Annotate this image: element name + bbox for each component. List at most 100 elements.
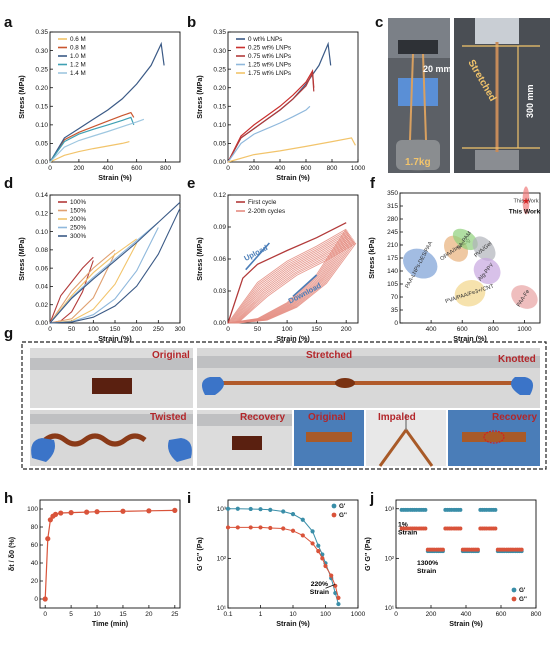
- x-axis-label-i: Strain (%): [276, 619, 310, 628]
- y-tick-label-b-3: 0.15: [213, 103, 226, 110]
- y-tick-label-h-5: 100: [27, 506, 38, 513]
- g-original-label: Original: [152, 350, 190, 361]
- y-tick-label-h-0: 0: [34, 596, 38, 603]
- y-tick-label-a-0: 0.00: [35, 159, 48, 166]
- x-tick-label-h-2: 10: [93, 611, 101, 618]
- x-tick-label-e-3: 150: [311, 326, 322, 333]
- x-axis-label-f: Strain (%): [453, 334, 487, 343]
- step-point-0-10-3: [493, 507, 498, 512]
- x-axis-label-e: Strain (%): [276, 334, 310, 343]
- photo-c-right: Stretched 300 mm: [454, 18, 550, 173]
- annotation-j-1-l2: Strain: [398, 530, 417, 537]
- y-axis-label-a: Stress (MPa): [17, 75, 26, 119]
- material-region-6: [511, 285, 538, 309]
- series-line-b-2: [227, 70, 315, 163]
- y-tick-label-d-6: 0.12: [35, 210, 48, 217]
- this-work-star: ★: [522, 196, 530, 206]
- annotation-i-l1: 220%: [311, 581, 328, 588]
- material-region-4: [473, 257, 501, 285]
- y-tick-label-e-4: 0.12: [213, 192, 226, 199]
- chart-e: 0 50 100 150 200 0.00 0.03 0.06 0.09 0.12 Strain (…: [195, 192, 359, 343]
- chart-h: 0 5 10 15 20 25 0 20 40 60 80 100 Time (min) δt / δ0 …: [7, 499, 181, 628]
- y-tick-label-d-1: 0.02: [35, 302, 48, 309]
- x-tick-label-i-1: 1: [259, 611, 263, 618]
- x-tick-label-e-2: 100: [282, 326, 293, 333]
- series-line-b-1: [227, 69, 315, 163]
- y-axis-label-b: Stress (MPa): [195, 75, 204, 119]
- g-stretched-label: Stretched: [306, 350, 352, 361]
- x-tick-label-a-2: 400: [102, 165, 113, 172]
- panel-label-a: a: [4, 14, 13, 31]
- modulus-point-0-4: [268, 507, 273, 512]
- cycle-2: [229, 231, 349, 324]
- y-tick-label-f-3: 105: [387, 281, 398, 288]
- series-load-2: [49, 238, 138, 324]
- x-tick-label-f-2: 800: [488, 326, 499, 333]
- panel-label-f: f: [370, 175, 376, 192]
- y-tick-label-e-2: 0.06: [213, 256, 226, 263]
- g-knotted-label: Knotted: [498, 354, 536, 365]
- legend-marker-i-0: [331, 503, 337, 509]
- x-tick-label-a-0: 0: [48, 165, 52, 172]
- cycle-1: [228, 230, 348, 324]
- modulus-point-1-11: [323, 563, 328, 569]
- y-tick-label-h-2: 40: [31, 560, 39, 567]
- y-tick-label-f-0: 0: [394, 320, 398, 327]
- y-tick-label-b-6: 0.30: [213, 48, 226, 55]
- series-unload-2: [49, 242, 138, 324]
- series-load-1: [49, 249, 116, 324]
- x-tick-label-f-3: 1000: [517, 326, 532, 333]
- x-tick-label-j-1: 200: [426, 611, 437, 618]
- legend-label-b-2: 0.75 wt% LNPs: [248, 53, 291, 60]
- y-tick-label-d-5: 0.10: [35, 229, 48, 236]
- series-line-a-2: [49, 41, 165, 163]
- y-tick-label-j-0: 10¹: [385, 605, 395, 612]
- y-tick-label-d-2: 0.04: [35, 284, 48, 291]
- x-axis-label-b: Strain (%): [276, 173, 310, 182]
- y-tick-label-h-1: 20: [31, 578, 39, 585]
- y-tick-label-f-6: 210: [387, 242, 398, 249]
- recovery-point-4: [52, 511, 59, 517]
- y-tick-label-d-7: 0.14: [35, 192, 48, 199]
- x-tick-label-a-3: 600: [131, 165, 142, 172]
- y-tick-label-h-4: 80: [31, 524, 39, 531]
- y-tick-label-a-1: 0.05: [35, 141, 48, 148]
- x-tick-label-e-1: 50: [254, 326, 262, 333]
- g-recovery2-label: Recovery: [492, 412, 537, 423]
- x-tick-label-d-5: 250: [153, 326, 164, 333]
- modulus-point-0-5: [281, 509, 286, 514]
- weight-label: 1.7kg: [405, 157, 431, 168]
- y-tick-label-f-4: 140: [387, 268, 398, 275]
- y-tick-label-d-3: 0.06: [35, 265, 48, 272]
- panel-label-b: b: [187, 14, 196, 31]
- g-impaled-label: Impaled: [378, 412, 416, 423]
- modulus-point-0-7: [300, 517, 305, 522]
- y-tick-label-a-5: 0.25: [35, 66, 48, 73]
- series-line-a-3: [49, 116, 135, 163]
- material-region-7: [522, 186, 530, 215]
- legend-marker-j-1: [511, 596, 517, 602]
- legend-label-a-2: 1.0 M: [70, 53, 86, 60]
- y-tick-label-i-0: 10¹: [217, 605, 227, 612]
- legend-label-e-0: First cycle: [248, 199, 277, 206]
- y-tick-label-j-2: 10³: [385, 506, 395, 513]
- y-tick-label-i-1: 10²: [217, 556, 227, 563]
- dim-side-label: 300 mm: [525, 84, 535, 118]
- plot-frame-a: [49, 31, 181, 163]
- modulus-point-0-3: [258, 507, 263, 512]
- material-region-0: [403, 248, 438, 279]
- recovery-point-8: [94, 509, 100, 515]
- legend-label-b-3: 1.25 wt% LNPs: [248, 62, 291, 69]
- this-work-label: This Work: [509, 208, 541, 215]
- dim-top-label: 20 mm: [423, 64, 452, 74]
- legend-label-e-1: 2-20th cycles: [248, 208, 285, 215]
- y-axis-label-h: δt / δ0 (%): [7, 536, 16, 571]
- series-load-0: [49, 256, 94, 324]
- legend-label-d-3: 250%: [70, 225, 87, 232]
- series-unload-4: [49, 208, 181, 324]
- y-tick-label-b-1: 0.05: [213, 141, 226, 148]
- legend-label-i-1: G'': [339, 512, 347, 519]
- annotation-j-1-l1: 1%: [398, 522, 408, 529]
- y-tick-label-b-2: 0.10: [213, 122, 226, 129]
- x-tick-label-h-0: 0: [43, 611, 47, 618]
